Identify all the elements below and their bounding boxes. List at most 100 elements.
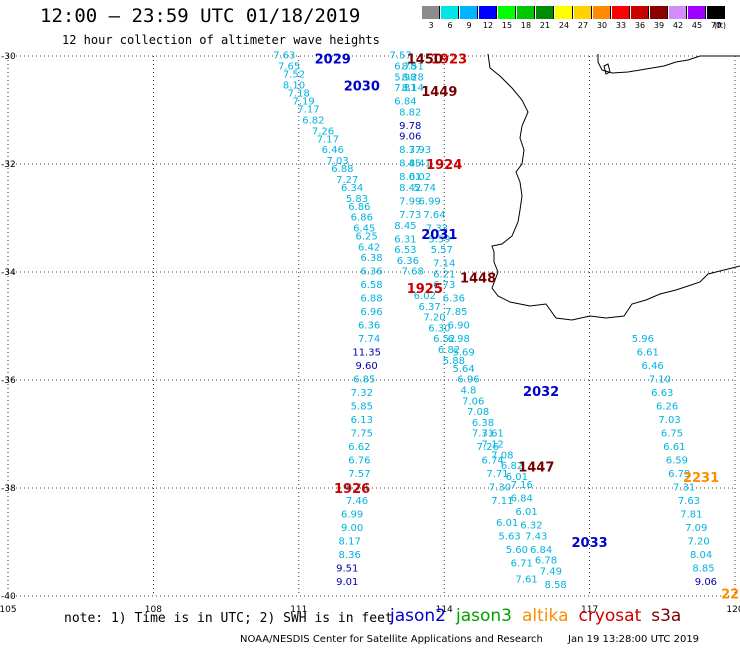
colorbar-swatch <box>669 6 687 19</box>
colorbar-swatch <box>574 6 592 19</box>
swh-value: 6.74 <box>482 456 504 467</box>
swh-value: 6.36 <box>397 256 419 267</box>
swh-value: 8.82 <box>399 107 421 118</box>
pass-label: 1450 <box>407 53 443 68</box>
swh-value: 7.19 <box>293 97 315 108</box>
swh-value: 6.61 <box>637 348 659 359</box>
lat-tick-label: -40 <box>1 592 16 602</box>
swh-value: 7.08 <box>491 450 513 461</box>
swh-value: 7.20 <box>688 537 710 548</box>
swh-value: 6.99 <box>341 510 363 521</box>
swh-value: 6.86 <box>348 202 370 213</box>
colorbar-swatch <box>593 6 611 19</box>
swh-value: 6.01 <box>515 507 537 518</box>
swh-value: 7.43 <box>525 531 547 542</box>
pass-label: 1449 <box>421 85 457 100</box>
swh-value: 6.58 <box>360 280 382 291</box>
swh-value: 7.03 <box>326 156 348 167</box>
swh-value: 7.61 <box>482 429 504 440</box>
swh-value: 7.75 <box>351 429 373 440</box>
swh-value: 6.32 <box>520 521 542 532</box>
swh-value: 8.41 <box>409 159 431 170</box>
swh-value: 6.26 <box>656 402 678 413</box>
swh-value: 7.63 <box>678 496 700 507</box>
swh-value: 6.98 <box>448 334 470 345</box>
swh-value: 8.04 <box>690 550 712 561</box>
swh-value: 8.45 <box>394 221 416 232</box>
island <box>603 63 611 75</box>
swh-value: 7.81 <box>680 510 702 521</box>
swh-value: 7.61 <box>515 575 537 586</box>
swh-value: 6.01 <box>496 518 518 529</box>
swh-value: 8.85 <box>692 564 714 575</box>
australia-west-coast <box>487 53 740 321</box>
swh-value: 8.17 <box>339 537 361 548</box>
swh-value: 6.82 <box>438 345 460 356</box>
coastline <box>487 53 740 321</box>
swh-value: 5.64 <box>452 364 474 375</box>
swh-value: 6.82 <box>302 116 324 127</box>
swh-value: 6.45 <box>353 224 375 235</box>
swh-value: 7.33 <box>426 224 448 235</box>
swh-value: 6.96 <box>457 375 479 386</box>
swh-value: 7.27 <box>336 175 358 186</box>
swh-value: 6.34 <box>341 183 363 194</box>
swh-value: 7.32 <box>351 388 373 399</box>
legend-jason2: jason2 <box>390 606 446 626</box>
colorbar-swatch <box>536 6 554 19</box>
colorbar-swatch <box>688 6 706 19</box>
legend-s3a: s3a <box>651 606 682 626</box>
timestamp-text: Jan 19 13:28:00 UTC 2019 <box>568 634 700 645</box>
lon-tick-label: 117 <box>581 605 598 615</box>
lat-tick-label: -30 <box>1 52 16 62</box>
swh-value: 6.90 <box>448 321 470 332</box>
lon-tick-label: 120 <box>726 605 740 615</box>
swh-value: 6.78 <box>394 62 416 73</box>
swh-value: 6.84 <box>511 494 533 505</box>
swh-value: 7.46 <box>346 496 368 507</box>
colorbar-swatch <box>479 6 497 19</box>
lat-tick-label: -36 <box>1 376 16 386</box>
swh-value: 6.46 <box>641 361 663 372</box>
swh-value: 7.65 <box>278 62 300 73</box>
swh-value: 7.20 <box>423 313 445 324</box>
colorbar-swatch <box>707 6 725 19</box>
swh-value: 6.53 <box>394 245 416 256</box>
swh-value: 6.38 <box>360 253 382 264</box>
lat-tick-label: -34 <box>1 268 16 278</box>
swh-value: 8.36 <box>339 550 361 561</box>
swh-value: 7.10 <box>649 375 671 386</box>
pass-label: 1925 <box>407 282 443 297</box>
pass-label: 1447 <box>518 460 554 475</box>
swh-value: 7.18 <box>288 89 310 100</box>
swh-value: 9.01 <box>336 577 358 588</box>
swh-value: 7.06 <box>462 396 484 407</box>
swh-value: 6.36 <box>358 321 380 332</box>
swh-value: 7.71 <box>486 469 508 480</box>
swh-value: 6.84 <box>394 97 416 108</box>
page-title: 12:00 – 23:59 UTC 01/18/2019 <box>40 5 361 27</box>
colorbar-label: 12 <box>482 21 494 30</box>
swh-value: 7.11 <box>491 496 513 507</box>
swh-value: 9.06 <box>695 577 717 588</box>
swh-value: 7.64 <box>423 210 445 221</box>
swh-value: 7.73 <box>399 210 421 221</box>
pass-label: 1923 <box>431 53 467 68</box>
pass-label: 2031 <box>421 228 457 243</box>
swh-value: 7.93 <box>409 145 431 156</box>
swh-value: 7.81 <box>394 83 416 94</box>
swh-value: 7.26 <box>477 442 499 453</box>
legend-altika: altika <box>522 606 569 626</box>
swh-value: 6.86 <box>351 213 373 224</box>
swh-value: 6.30 <box>428 323 450 334</box>
colorbar-label: 70 <box>710 21 722 30</box>
lon-tick-label: 114 <box>436 605 453 615</box>
swh-value: 7.16 <box>511 480 533 491</box>
swh-value: 6.71 <box>511 558 533 569</box>
colorbar-swatch <box>650 6 668 19</box>
swh-value: 6.70 <box>346 483 368 494</box>
colorbar-label: 33 <box>615 21 627 30</box>
swh-value: 7.85 <box>445 307 467 318</box>
swh-value: 6.99 <box>419 197 441 208</box>
swh-value: 6.96 <box>360 307 382 318</box>
